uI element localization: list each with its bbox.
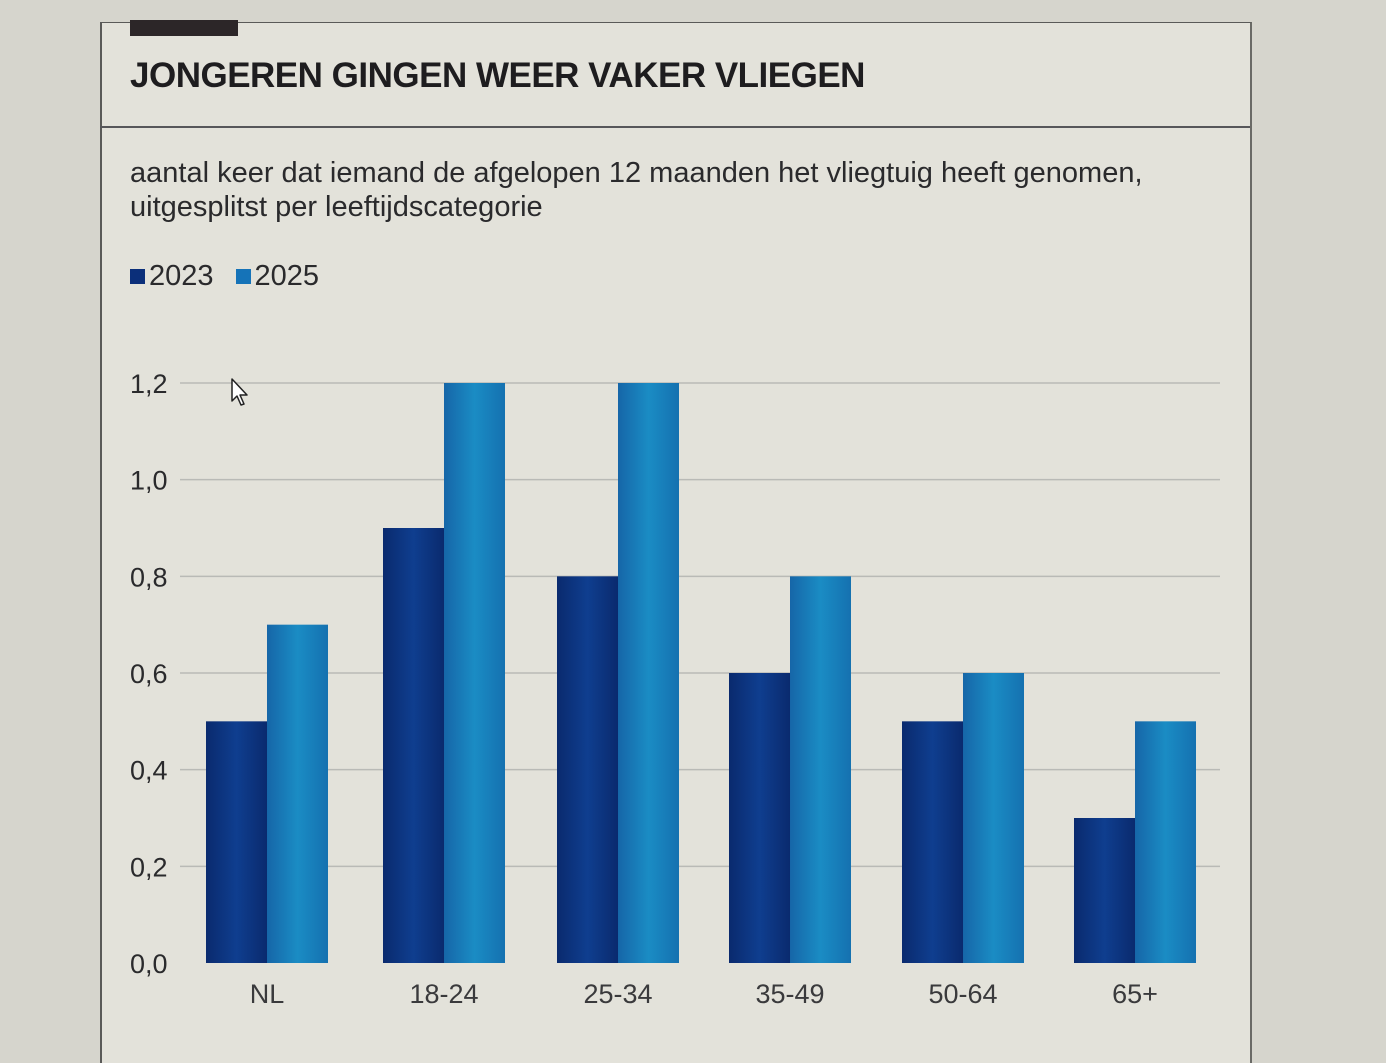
x-tick-label: NL (250, 979, 285, 1009)
bar-2023 (383, 528, 444, 963)
x-tick-label: 18-24 (409, 979, 478, 1009)
legend-swatch-2025 (235, 269, 251, 284)
bar-2023 (557, 576, 618, 963)
y-tick-label: 0,8 (130, 562, 168, 592)
title-divider (100, 126, 1250, 128)
bar-2025 (963, 673, 1024, 963)
x-tick-label: 50-64 (928, 979, 997, 1009)
x-tick-label: 25-34 (583, 979, 652, 1009)
accent-bar (130, 20, 238, 36)
y-tick-label: 0,4 (130, 756, 168, 786)
bar-2023 (729, 673, 790, 963)
legend-swatch-2023 (130, 269, 145, 284)
y-tick-label: 0,0 (130, 949, 168, 979)
legend-item-2025: 2025 (235, 260, 320, 293)
bar-2023 (902, 721, 963, 963)
mouse-pointer-icon (231, 378, 248, 406)
bar-2023 (1074, 818, 1135, 963)
bar-2023 (206, 721, 267, 963)
y-tick-label: 1,0 (130, 466, 168, 496)
bar-chart: 0,0 0,2 0,4 0,6 0,8 1,0 1,2 NL 18-24 25-34 35-49 50… (130, 369, 1220, 1009)
y-tick-label: 0,2 (130, 852, 168, 882)
x-tick-label: 35-49 (755, 979, 824, 1009)
legend: 2023 2025 (130, 260, 341, 293)
legend-label-2023: 2023 (149, 260, 214, 292)
bar-2025 (267, 624, 328, 963)
bar-2025 (444, 383, 505, 963)
legend-label-2025: 2025 (254, 260, 320, 292)
bar-2025 (1135, 721, 1196, 963)
chart-title: JONGEREN GINGEN WEER VAKER VLIEGEN (130, 56, 865, 95)
bar-2025 (790, 576, 851, 963)
y-tick-label: 0,6 (130, 659, 168, 689)
bar-2025 (618, 383, 679, 963)
legend-item-2023: 2023 (130, 260, 214, 293)
x-tick-label: 65+ (1112, 979, 1158, 1009)
y-tick-label: 1,2 (130, 369, 168, 399)
chart-subtitle: aantal keer dat iemand de afgelopen 12 m… (130, 157, 1143, 223)
